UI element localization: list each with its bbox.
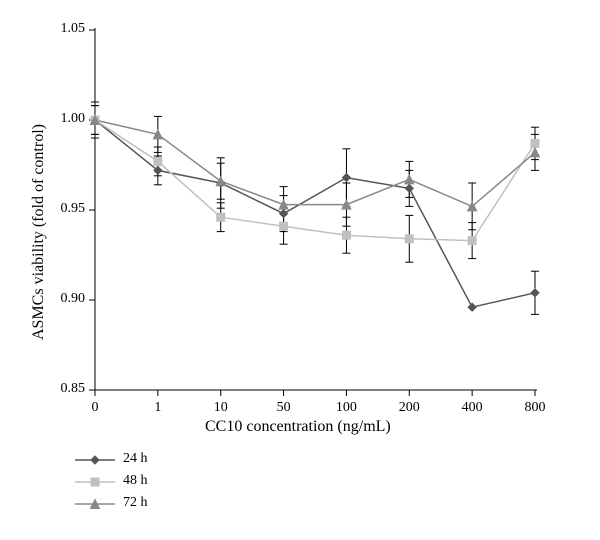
x-tick-label: 400 <box>452 400 492 416</box>
legend-item-label: 48 h <box>123 473 148 489</box>
x-tick-label: 10 <box>201 400 241 416</box>
legend-item-label: 24 h <box>123 451 148 467</box>
x-tick-label: 200 <box>389 400 429 416</box>
x-axis-title: CC10 concentration (ng/mL) <box>205 418 391 436</box>
x-tick-label: 50 <box>264 400 304 416</box>
y-tick-label: 0.85 <box>61 381 86 397</box>
x-tick-label: 800 <box>515 400 555 416</box>
y-tick-label: 0.90 <box>61 291 86 307</box>
x-tick-label: 100 <box>326 400 366 416</box>
x-tick-label: 1 <box>138 400 178 416</box>
y-tick-label: 0.95 <box>61 201 86 217</box>
x-tick-label: 0 <box>75 400 115 416</box>
y-tick-label: 1.05 <box>61 21 86 37</box>
legend-item-label: 72 h <box>123 495 148 511</box>
y-tick-label: 1.00 <box>61 111 86 127</box>
y-axis-title: ASMCs viability (fold of control) <box>30 124 48 340</box>
